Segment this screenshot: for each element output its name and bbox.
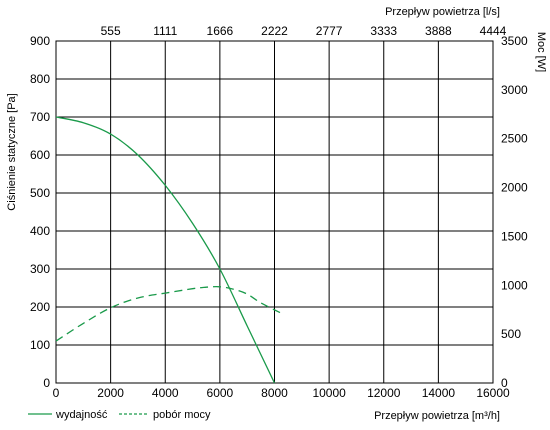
x-axis-top-label: Przepływ powietrza [l/s] xyxy=(385,6,500,18)
x-top-tick-label: 3333 xyxy=(370,24,397,38)
y-left-tick-label: 400 xyxy=(30,224,50,238)
series-line-pobor-mocy xyxy=(55,286,281,342)
y-right-tick-label: 500 xyxy=(501,327,521,341)
x-top-tick-label: 2222 xyxy=(261,24,288,38)
x-bottom-tick-label: 6000 xyxy=(207,386,234,400)
y-left-tick-label: 700 xyxy=(30,110,50,124)
y-right-tick-label: 1000 xyxy=(501,278,528,292)
x-bottom-tick-label: 4000 xyxy=(152,386,179,400)
x-bottom-tick-label: 12000 xyxy=(367,386,401,400)
x-bottom-tick-label: 0 xyxy=(53,386,60,400)
y-left-tick-label: 200 xyxy=(30,300,50,314)
series-line-wydajnosc xyxy=(55,116,276,384)
y-right-tick-label: 1500 xyxy=(501,229,528,243)
y-left-tick-label: 800 xyxy=(30,72,50,86)
x-top-tick-label: 1111 xyxy=(153,24,177,38)
y-left-tick-label: 0 xyxy=(43,376,50,390)
x-top-tick-label: 1666 xyxy=(207,24,234,38)
series-layer xyxy=(55,116,281,384)
y-left-tick-label: 500 xyxy=(30,186,50,200)
y-right-tick-label: 3000 xyxy=(501,83,528,97)
y-axis-left-label: Ciśnienie statyczne [Pa] xyxy=(6,93,18,210)
x-axis-bottom-label: Przepływ powietrza [m³/h] xyxy=(374,410,500,422)
y-left-tick-label: 900 xyxy=(30,34,50,48)
x-top-tick-label: 3888 xyxy=(425,24,452,38)
x-bottom-tick-label: 14000 xyxy=(422,386,456,400)
legend: wydajność pobór mocy xyxy=(28,409,211,421)
y-axis-left-ticks: 0 100 200 300 400 500 600 700 800 900 xyxy=(30,34,50,390)
x-top-tick-label: 4444 xyxy=(480,24,507,38)
legend-label-pobor-mocy: pobór mocy xyxy=(153,409,211,421)
x-bottom-tick-label: 8000 xyxy=(261,386,288,400)
x-axis-top-ticks: 555 1111 1666 2222 2777 3333 3888 4444 xyxy=(101,24,507,38)
x-bottom-tick-label: 10000 xyxy=(312,386,346,400)
x-top-tick-label: 2777 xyxy=(316,24,343,38)
grid-lines xyxy=(55,40,494,384)
x-bottom-tick-label: 16000 xyxy=(476,386,510,400)
legend-label-wydajnosc: wydajność xyxy=(55,409,108,421)
y-axis-right-ticks: 0 500 1000 1500 2000 2500 3000 3500 xyxy=(501,34,528,390)
x-axis-bottom-ticks: 0 2000 4000 6000 8000 10000 12000 14000 16000 xyxy=(53,386,510,400)
x-bottom-tick-label: 2000 xyxy=(97,386,124,400)
y-left-tick-label: 100 xyxy=(30,338,50,352)
y-right-tick-label: 2500 xyxy=(501,132,528,146)
y-left-tick-label: 300 xyxy=(30,262,50,276)
y-left-tick-label: 600 xyxy=(30,148,50,162)
y-right-tick-label: 3500 xyxy=(501,34,528,48)
y-axis-right-label: Moc [W] xyxy=(535,32,547,72)
x-top-tick-label: 555 xyxy=(101,24,121,38)
y-right-tick-label: 0 xyxy=(501,376,508,390)
y-right-tick-label: 2000 xyxy=(501,181,528,195)
